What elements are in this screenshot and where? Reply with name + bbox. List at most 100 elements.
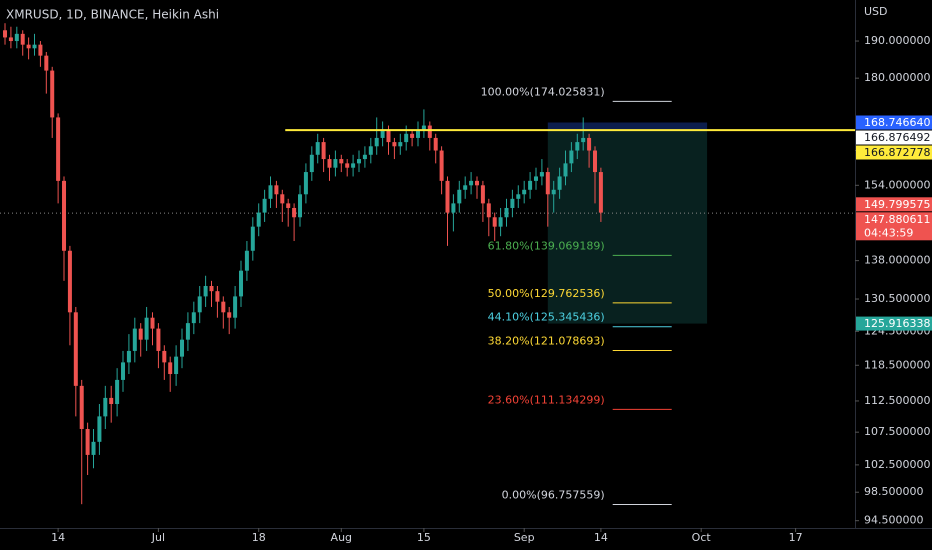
candle-body bbox=[345, 163, 350, 168]
candle-body bbox=[262, 198, 267, 213]
candle-body bbox=[404, 133, 409, 143]
candle-body bbox=[38, 44, 43, 56]
candle-body bbox=[215, 291, 220, 302]
candle-body bbox=[132, 328, 137, 351]
price-label-box bbox=[856, 145, 932, 160]
candle-body bbox=[91, 441, 96, 455]
fib-label: 38.20%(121.078693) bbox=[488, 334, 605, 347]
candle-body bbox=[8, 37, 13, 42]
x-tick-label: Aug bbox=[331, 531, 352, 544]
candle-body bbox=[416, 129, 421, 138]
price-label: 125.916338 bbox=[864, 317, 930, 330]
candle-body bbox=[197, 296, 202, 313]
candle-body bbox=[427, 125, 432, 138]
candle-body bbox=[180, 339, 185, 357]
candle-body bbox=[315, 142, 320, 155]
candle-body bbox=[592, 150, 597, 173]
fib-label: 100.00%(174.025831) bbox=[481, 85, 605, 98]
y-tick-label: 98.500000 bbox=[864, 485, 924, 498]
candle-body bbox=[327, 159, 332, 168]
candle-body bbox=[533, 176, 538, 181]
candle-body bbox=[392, 142, 397, 147]
candle-body bbox=[445, 180, 450, 213]
candle-body bbox=[292, 207, 297, 218]
candle-body bbox=[439, 150, 444, 181]
x-tick-label: Oct bbox=[692, 531, 712, 544]
candle-body bbox=[3, 30, 8, 38]
candle-body bbox=[480, 185, 485, 204]
price-label: 147.880611 bbox=[864, 213, 930, 226]
candle-body bbox=[85, 428, 90, 455]
candle-body bbox=[321, 142, 326, 160]
fib-label: 61.80%(139.069189) bbox=[488, 239, 605, 252]
candle-body bbox=[144, 317, 149, 340]
candle-body bbox=[274, 185, 279, 195]
candle-body bbox=[368, 146, 373, 155]
candle-body bbox=[410, 133, 415, 138]
candle-body bbox=[474, 180, 479, 186]
candle-body bbox=[463, 185, 468, 190]
y-tick-label: 180.000000 bbox=[864, 71, 930, 84]
price-label-box bbox=[856, 115, 932, 130]
candle-body bbox=[451, 203, 456, 213]
candle-body bbox=[303, 172, 308, 195]
candle-body bbox=[339, 159, 344, 164]
candle-body bbox=[256, 212, 261, 227]
y-tick-label: 94.500000 bbox=[864, 514, 924, 527]
candle-body bbox=[522, 189, 527, 195]
candle-body bbox=[209, 285, 214, 292]
price-label-box bbox=[856, 316, 932, 331]
fib-label: 44.10%(125.345436) bbox=[488, 311, 605, 324]
candle-body bbox=[174, 356, 179, 375]
price-label-box bbox=[856, 197, 932, 212]
x-tick-label: 14 bbox=[51, 531, 65, 544]
y-tick-label: 138.000000 bbox=[864, 254, 930, 267]
candle-body bbox=[510, 198, 515, 208]
y-tick-label: 130.500000 bbox=[864, 292, 930, 305]
x-tick-label: 17 bbox=[789, 531, 803, 544]
candle-body bbox=[545, 172, 550, 195]
candle-body bbox=[203, 285, 208, 297]
candle-body bbox=[156, 328, 161, 351]
price-label: 166.872778 bbox=[864, 146, 930, 159]
candle-body bbox=[20, 33, 25, 45]
candle-body bbox=[227, 312, 232, 318]
candle-body bbox=[221, 301, 226, 313]
price-label-box bbox=[856, 212, 932, 241]
candle-body bbox=[362, 154, 367, 160]
countdown-label: 04:43:59 bbox=[864, 226, 913, 239]
candle-body bbox=[56, 117, 61, 181]
candle-body bbox=[150, 317, 155, 329]
candle-body bbox=[14, 33, 19, 42]
candle-body bbox=[309, 154, 314, 173]
candle-body bbox=[162, 350, 167, 363]
candle-body bbox=[244, 250, 249, 271]
candle-body bbox=[233, 296, 238, 318]
chart-title: XMRUSD, 1D, BINANCE, Heikin Ashi bbox=[6, 8, 219, 22]
candle-body bbox=[380, 129, 385, 138]
price-label: 166.876492 bbox=[864, 131, 930, 144]
candle-body bbox=[250, 226, 255, 251]
candle-body bbox=[79, 385, 84, 429]
candle-body bbox=[185, 323, 190, 340]
y-tick-label: 118.500000 bbox=[864, 358, 930, 371]
candle-body bbox=[268, 185, 273, 199]
x-tick-label: 18 bbox=[252, 531, 266, 544]
candle-body bbox=[26, 44, 31, 49]
candle-body bbox=[492, 217, 497, 227]
candle-body bbox=[563, 163, 568, 177]
fib-label: 0.00%(96.757559) bbox=[502, 488, 605, 501]
candle-body bbox=[469, 180, 474, 186]
x-tick-label: Jul bbox=[151, 531, 165, 544]
candle-body bbox=[280, 194, 285, 204]
candle-body bbox=[539, 172, 544, 177]
candle-body bbox=[44, 55, 49, 71]
candle-body bbox=[333, 159, 338, 168]
x-tick-label: Sep bbox=[514, 531, 535, 544]
currency-label: USD bbox=[864, 5, 888, 18]
candle-body bbox=[398, 142, 403, 147]
x-tick-label: 15 bbox=[417, 531, 431, 544]
candle-body bbox=[239, 270, 244, 297]
candle-body bbox=[32, 44, 37, 49]
candle-body bbox=[357, 159, 362, 164]
